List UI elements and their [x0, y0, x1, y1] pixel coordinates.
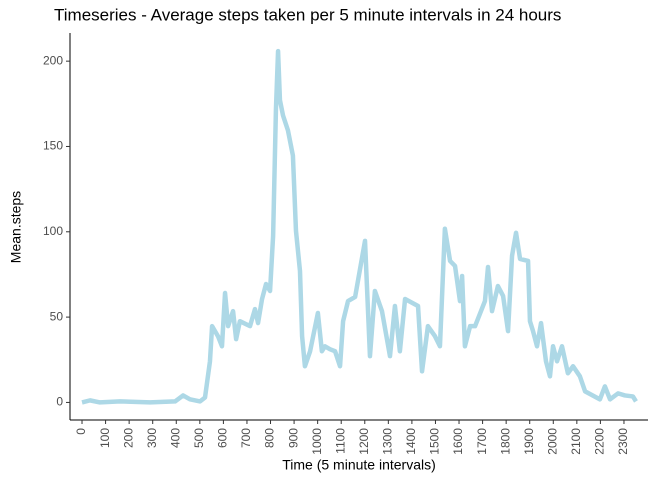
x-tick-label: 900 — [286, 428, 300, 448]
x-tick-label: 1600 — [451, 428, 465, 455]
x-tick-label: 2100 — [569, 428, 583, 455]
y-tick-label: 150 — [43, 139, 63, 153]
x-tick-label: 300 — [145, 428, 159, 448]
y-tick-label: 0 — [56, 395, 63, 409]
x-tick-label: 200 — [121, 428, 135, 448]
x-tick-label: 500 — [192, 428, 206, 448]
data-line — [81, 48, 638, 405]
x-tick-label: 1100 — [333, 428, 347, 454]
x-tick-label: 1900 — [522, 428, 536, 455]
x-tick-label: 1800 — [498, 428, 512, 455]
y-axis-label: Mean.steps — [8, 191, 24, 263]
x-axis-label: Time (5 minute intervals) — [282, 457, 436, 473]
chart-title: Timeseries - Average steps taken per 5 m… — [54, 5, 561, 24]
x-tick-label: 600 — [216, 428, 230, 448]
y-tick-label: 50 — [50, 309, 64, 323]
x-tick-label: 2200 — [593, 428, 607, 455]
y-tick-label: 200 — [43, 53, 63, 67]
x-tick-label: 100 — [98, 428, 112, 448]
x-tick-label: 2300 — [616, 428, 630, 455]
x-tick-label: 1000 — [310, 428, 324, 455]
x-tick-label: 1500 — [428, 428, 442, 455]
y-tick-label: 100 — [43, 224, 63, 238]
x-tick-label: 400 — [168, 428, 182, 448]
x-tick-label: 1700 — [475, 428, 489, 455]
x-tick-label: 1400 — [404, 428, 418, 455]
x-tick-label: 0 — [74, 428, 88, 435]
x-tick-label: 1300 — [381, 428, 395, 455]
x-tick-label: 700 — [239, 428, 253, 448]
x-tick-label: 800 — [263, 428, 277, 448]
x-tick-label: 1200 — [357, 428, 371, 455]
x-tick-label: 2000 — [545, 428, 559, 455]
